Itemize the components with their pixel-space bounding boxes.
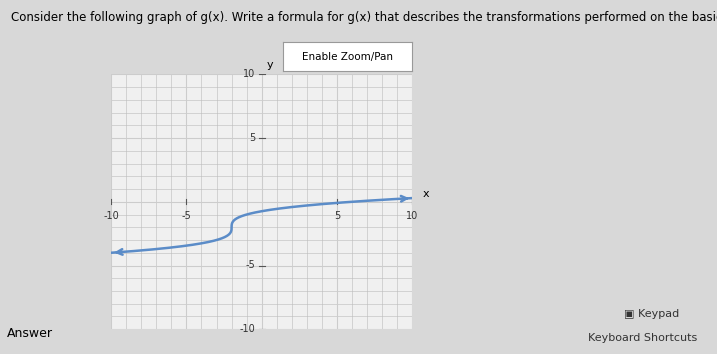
Text: Answer: Answer — [7, 327, 53, 340]
Text: -5: -5 — [181, 211, 191, 221]
Text: 10: 10 — [406, 211, 419, 221]
Text: ▣ Keypad: ▣ Keypad — [624, 309, 679, 319]
Text: 10: 10 — [244, 69, 256, 79]
Text: Consider the following graph of g(x). Write a formula for g(x) that describes th: Consider the following graph of g(x). Wr… — [11, 11, 717, 24]
Text: -10: -10 — [240, 324, 256, 334]
Text: -10: -10 — [103, 211, 119, 221]
Text: -5: -5 — [246, 261, 256, 270]
Text: x: x — [423, 189, 429, 199]
Text: Keyboard Shortcuts: Keyboard Shortcuts — [588, 333, 697, 343]
Text: Enable Zoom/Pan: Enable Zoom/Pan — [303, 52, 393, 62]
Text: 5: 5 — [334, 211, 340, 221]
Text: 5: 5 — [250, 133, 256, 143]
Text: y: y — [266, 60, 273, 70]
